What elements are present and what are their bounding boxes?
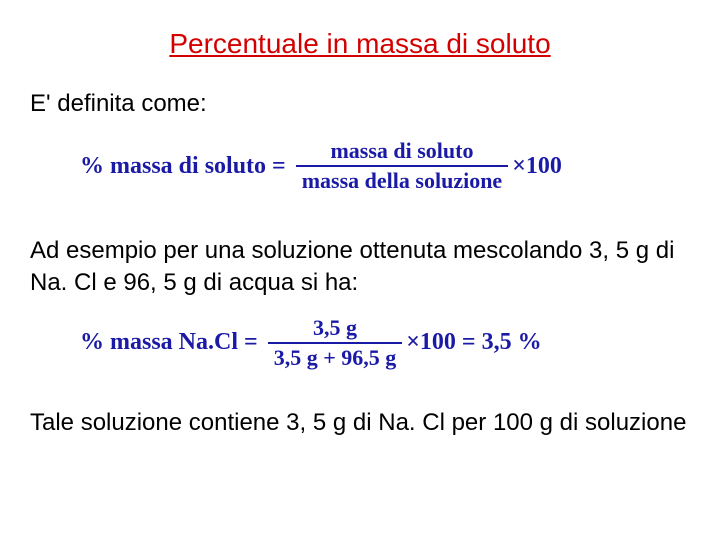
formula2-lhs: % massa Na.Cl	[80, 329, 238, 356]
fraction-bar	[268, 342, 403, 344]
equals-sign: =	[272, 153, 286, 180]
formula1-tail: ×100	[512, 153, 562, 180]
formula2-fraction: 3,5 g 3,5 g + 96,5 g	[268, 315, 403, 372]
formula1-lhs: % massa di soluto	[80, 153, 266, 180]
formula1-denominator: massa della soluzione	[296, 168, 508, 194]
formula-definition: % massa di soluto = massa di soluto mass…	[80, 138, 562, 195]
fraction-bar	[296, 165, 508, 167]
formula2-numerator: 3,5 g	[307, 315, 363, 341]
slide: Percentuale in massa di soluto E' defini…	[0, 0, 720, 540]
formula-example-wrap: % massa Na.Cl = 3,5 g 3,5 g + 96,5 g ×10…	[80, 315, 690, 372]
formula1-numerator: massa di soluto	[324, 138, 479, 164]
intro-text: E' definita come:	[30, 90, 690, 118]
example-intro-text: Ad esempio per una soluzione ottenuta me…	[30, 235, 690, 300]
equals-sign: =	[244, 329, 258, 356]
formula2-denominator: 3,5 g + 96,5 g	[268, 345, 403, 371]
conclusion-text: Tale soluzione contiene 3, 5 g di Na. Cl…	[30, 409, 690, 437]
formula-example: % massa Na.Cl = 3,5 g 3,5 g + 96,5 g ×10…	[80, 315, 542, 372]
formula2-tail: ×100 = 3,5 %	[406, 329, 541, 356]
slide-title: Percentuale in massa di soluto	[30, 28, 690, 60]
formula1-fraction: massa di soluto massa della soluzione	[296, 138, 508, 195]
formula-definition-wrap: % massa di soluto = massa di soluto mass…	[80, 138, 690, 195]
